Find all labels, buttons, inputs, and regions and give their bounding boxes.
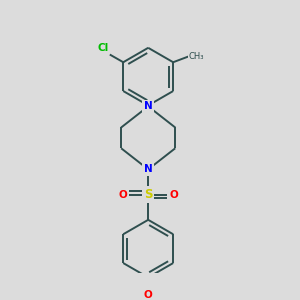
Text: O: O bbox=[118, 190, 127, 200]
Text: CH₃: CH₃ bbox=[188, 52, 204, 61]
Text: O: O bbox=[144, 290, 153, 300]
Text: S: S bbox=[144, 188, 152, 201]
Text: O: O bbox=[169, 190, 178, 200]
Text: N: N bbox=[144, 164, 153, 174]
Text: Cl: Cl bbox=[98, 43, 109, 53]
Text: N: N bbox=[144, 101, 153, 111]
